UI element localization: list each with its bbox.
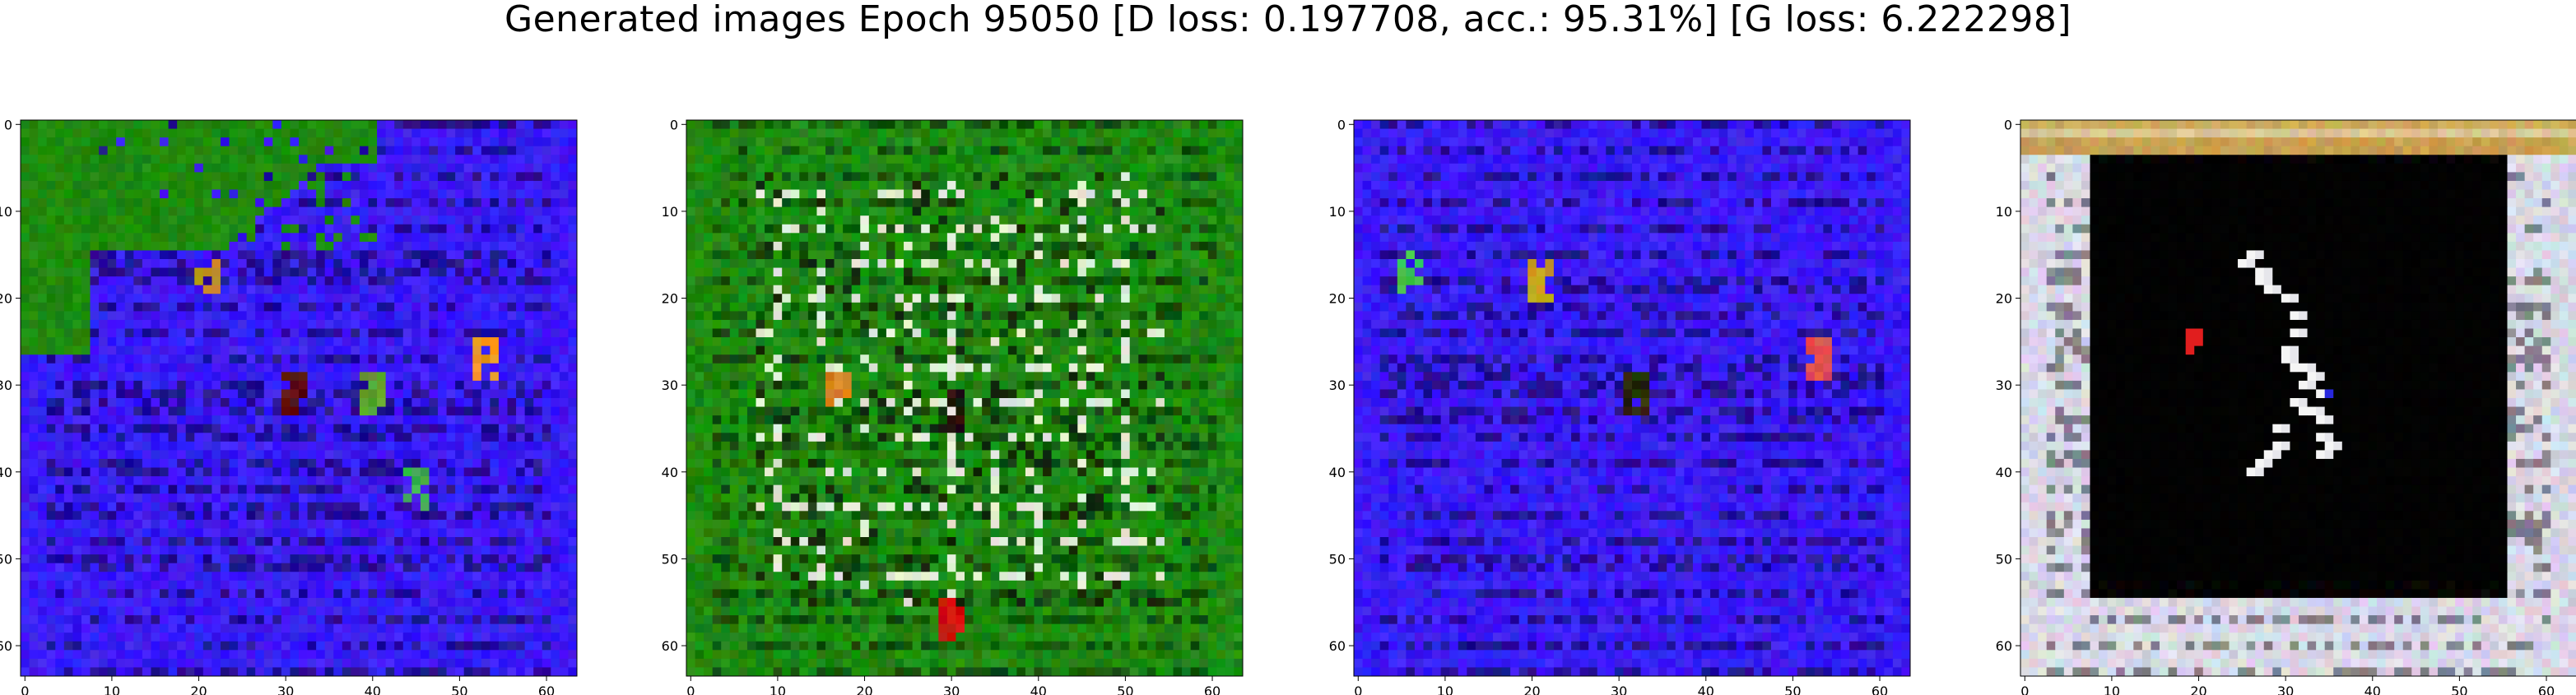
panel-4-pixels bbox=[2020, 120, 2576, 677]
panel-1-frame bbox=[20, 119, 578, 677]
x-tick-label: 50 bbox=[1117, 683, 1133, 695]
y-tick-label: 30 bbox=[662, 378, 678, 393]
x-tick-label: 60 bbox=[2538, 683, 2555, 695]
x-tick-label: 30 bbox=[2277, 683, 2294, 695]
image-panel-1: 0 10 20 30 40 50 60 0 10 20 30 40 50 60 bbox=[0, 117, 578, 695]
image-panel-2: 0 10 20 30 40 50 60 0 10 20 30 40 50 60 bbox=[662, 117, 1244, 695]
y-tick-label: 60 bbox=[662, 638, 678, 654]
x-tick-label: 60 bbox=[538, 683, 555, 695]
x-tick-label: 50 bbox=[1784, 683, 1801, 695]
y-tick-label: 60 bbox=[1329, 638, 1346, 654]
panel-3-pixels bbox=[1354, 120, 1911, 677]
x-tick-label: 50 bbox=[451, 683, 467, 695]
x-tick-label: 40 bbox=[365, 683, 381, 695]
panel-1-pixels bbox=[21, 120, 578, 677]
figure-title: Generated images Epoch 95050 [D loss: 0.… bbox=[504, 0, 2072, 40]
y-tick-label: 10 bbox=[0, 204, 12, 220]
x-tick-label: 30 bbox=[1611, 683, 1627, 695]
x-tick-label: 40 bbox=[1698, 683, 1714, 695]
x-tick-label: 20 bbox=[190, 683, 207, 695]
y-tick-label: 0 bbox=[670, 117, 678, 132]
x-tick-label: 10 bbox=[1437, 683, 1453, 695]
y-tick-label: 10 bbox=[662, 204, 678, 220]
y-tick-label: 60 bbox=[0, 638, 12, 654]
image-panel-4: 0 10 20 30 40 50 60 0 10 20 30 40 50 60 bbox=[1996, 117, 2576, 695]
x-tick-label: 20 bbox=[2190, 683, 2206, 695]
panel-3-frame bbox=[1353, 119, 1911, 677]
x-tick-label: 30 bbox=[943, 683, 960, 695]
x-tick-label: 30 bbox=[277, 683, 294, 695]
y-tick-label: 10 bbox=[1329, 204, 1346, 220]
x-tick-label: 10 bbox=[770, 683, 786, 695]
x-tick-label: 20 bbox=[856, 683, 872, 695]
x-tick-label: 0 bbox=[1354, 683, 1362, 695]
y-tick-label: 0 bbox=[2004, 117, 2012, 132]
panel-2-pixels bbox=[686, 120, 1244, 677]
panel-2-frame bbox=[686, 119, 1244, 677]
x-tick-label: 10 bbox=[2104, 683, 2120, 695]
y-tick-label: 40 bbox=[0, 465, 12, 480]
x-tick-label: 0 bbox=[21, 683, 29, 695]
x-tick-label: 50 bbox=[2451, 683, 2467, 695]
y-tick-label: 50 bbox=[1996, 551, 2012, 567]
x-tick-label: 40 bbox=[2364, 683, 2381, 695]
y-tick-label: 50 bbox=[0, 551, 12, 567]
y-tick-label: 40 bbox=[1996, 465, 2012, 480]
x-tick-label: 0 bbox=[686, 683, 695, 695]
panel-4-frame bbox=[2020, 119, 2576, 677]
y-tick-label: 60 bbox=[1996, 638, 2012, 654]
y-tick-label: 20 bbox=[0, 291, 12, 307]
x-tick-label: 60 bbox=[1872, 683, 1888, 695]
y-tick-label: 10 bbox=[1996, 204, 2012, 220]
y-tick-label: 50 bbox=[662, 551, 678, 567]
x-tick-label: 40 bbox=[1030, 683, 1047, 695]
y-tick-label: 20 bbox=[1329, 291, 1346, 307]
y-tick-label: 40 bbox=[1329, 465, 1346, 480]
y-tick-label: 20 bbox=[1996, 291, 2012, 307]
y-tick-label: 30 bbox=[1329, 378, 1346, 393]
x-tick-label: 20 bbox=[1523, 683, 1540, 695]
y-tick-label: 30 bbox=[0, 378, 12, 393]
y-tick-label: 30 bbox=[1996, 378, 2012, 393]
image-panel-3: 0 10 20 30 40 50 60 0 10 20 30 40 50 60 bbox=[1329, 117, 1911, 695]
y-tick-label: 40 bbox=[662, 465, 678, 480]
y-tick-label: 0 bbox=[1337, 117, 1346, 132]
y-tick-label: 50 bbox=[1329, 551, 1346, 567]
x-tick-label: 60 bbox=[1204, 683, 1221, 695]
y-tick-label: 20 bbox=[662, 291, 678, 307]
x-tick-label: 0 bbox=[2020, 683, 2029, 695]
x-tick-label: 10 bbox=[104, 683, 120, 695]
y-tick-label: 0 bbox=[4, 117, 12, 132]
